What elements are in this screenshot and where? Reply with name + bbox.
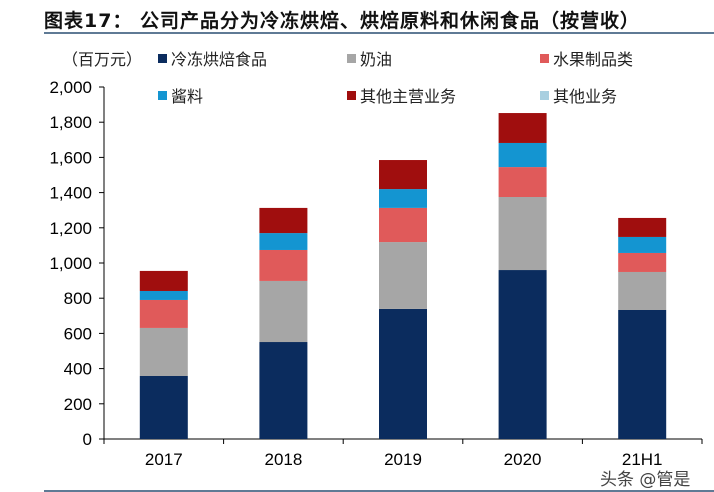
legend-swatch <box>540 90 549 100</box>
bar-segment <box>139 299 188 328</box>
bar-segment <box>618 271 667 310</box>
bar-segment <box>259 280 308 343</box>
y-tick-label: 2,000 <box>49 78 92 97</box>
legend-label: 酱料 <box>171 87 204 106</box>
y-tick-label: 0 <box>83 430 92 449</box>
bar-segment <box>618 309 667 439</box>
x-tick-label: 2017 <box>145 450 183 469</box>
legend-item: 其他主营业务 <box>347 83 456 107</box>
y-tick-label: 1,200 <box>49 219 92 238</box>
legend-swatch <box>158 90 167 100</box>
watermark: 头条 @管是 <box>600 470 691 490</box>
bar-segment <box>618 217 667 237</box>
legend-swatch <box>158 53 167 63</box>
bottom-rule <box>44 490 714 492</box>
bar-segment <box>259 249 308 281</box>
legend-item: 酱料 <box>158 83 203 107</box>
bar-segment <box>379 189 427 208</box>
legend-label: 奶油 <box>360 50 393 69</box>
y-tick-label: 200 <box>64 395 92 414</box>
title-rule <box>44 32 714 34</box>
y-tick-label: 800 <box>64 289 92 308</box>
bar-segment <box>498 197 547 271</box>
bar-segment <box>498 270 547 439</box>
y-tick-label: 1,800 <box>49 113 92 132</box>
legend-item: 水果制品类 <box>540 46 633 70</box>
legend-swatch <box>347 53 356 63</box>
bar-segment <box>379 160 427 190</box>
figure-title: 图表17： 公司产品分为冷冻烘焙、烘焙原料和休闲食品（按营收） <box>44 10 641 32</box>
legend-item: 奶油 <box>347 46 392 70</box>
legend-label: 冷冻烘焙食品 <box>171 50 268 69</box>
bar-segment <box>618 252 667 272</box>
bar-segment <box>259 342 308 439</box>
x-tick-label: 2018 <box>264 450 302 469</box>
bar-segment <box>379 207 427 243</box>
bar-segment <box>498 113 547 143</box>
x-tick-label: 21H1 <box>622 450 663 469</box>
legend-item: 冷冻烘焙食品 <box>158 46 267 70</box>
bar-segment <box>259 233 308 250</box>
bar-segment <box>139 290 188 300</box>
bar-segment <box>139 270 188 291</box>
y-unit-label: （百万元） <box>62 50 143 69</box>
x-tick-label: 2020 <box>504 450 542 469</box>
bar-segment <box>139 375 188 439</box>
y-tick-label: 1,000 <box>49 254 92 273</box>
bar-segment <box>379 242 427 309</box>
legend-label: 其他业务 <box>553 87 618 106</box>
x-tick-label: 2019 <box>384 450 422 469</box>
y-tick-label: 600 <box>64 324 92 343</box>
bar-segment <box>498 142 547 168</box>
legend-swatch <box>347 90 356 100</box>
bar-segment <box>139 327 188 376</box>
bar-segment <box>498 167 547 197</box>
bar-segment <box>259 207 308 234</box>
y-tick-label: 400 <box>64 360 92 379</box>
legend-label: 其他主营业务 <box>360 87 457 106</box>
legend-item: 其他业务 <box>540 83 617 107</box>
bar-segment <box>618 236 667 253</box>
legend-swatch <box>540 53 549 63</box>
y-tick-label: 1,400 <box>49 184 92 203</box>
legend-label: 水果制品类 <box>553 50 634 69</box>
bar-segment <box>379 308 427 439</box>
y-tick-label: 1,600 <box>49 148 92 167</box>
